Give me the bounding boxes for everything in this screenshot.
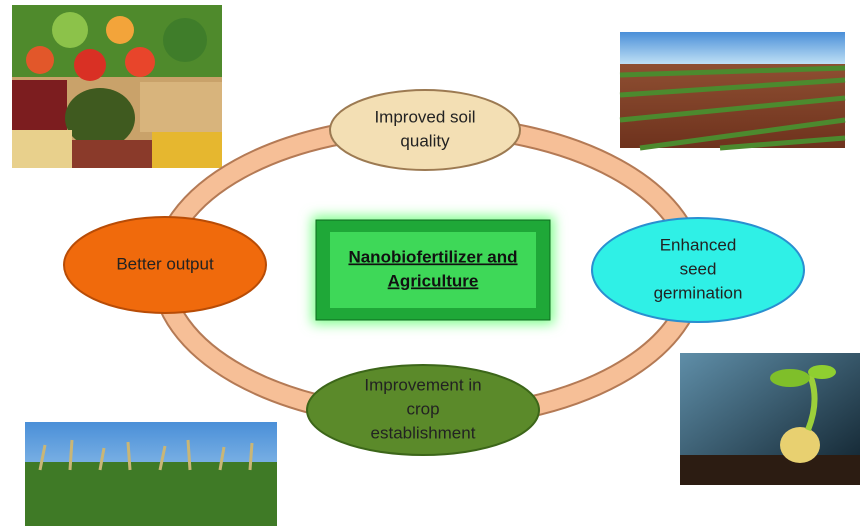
diagram: Nanobiofertilizer and Agriculture Improv… — [0, 0, 860, 526]
node-label: Enhanced — [660, 235, 737, 254]
node-label: Improved soil — [374, 107, 475, 126]
node-label: crop — [406, 399, 439, 418]
photo-vegetables — [12, 5, 222, 168]
center-face — [330, 232, 536, 308]
photo-corn — [25, 422, 277, 526]
photo-field — [620, 32, 845, 148]
node-label: seed — [680, 259, 717, 278]
node-label: Improvement in — [364, 375, 481, 394]
node-label: quality — [400, 131, 450, 150]
center-label: Agriculture — [388, 271, 479, 290]
node-label: establishment — [371, 423, 476, 442]
node-soil — [330, 90, 520, 170]
center-label: Nanobiofertilizer and — [348, 247, 517, 266]
photo-seedling — [680, 353, 860, 485]
node-label: Better output — [116, 254, 214, 273]
node-label: germination — [654, 283, 743, 302]
